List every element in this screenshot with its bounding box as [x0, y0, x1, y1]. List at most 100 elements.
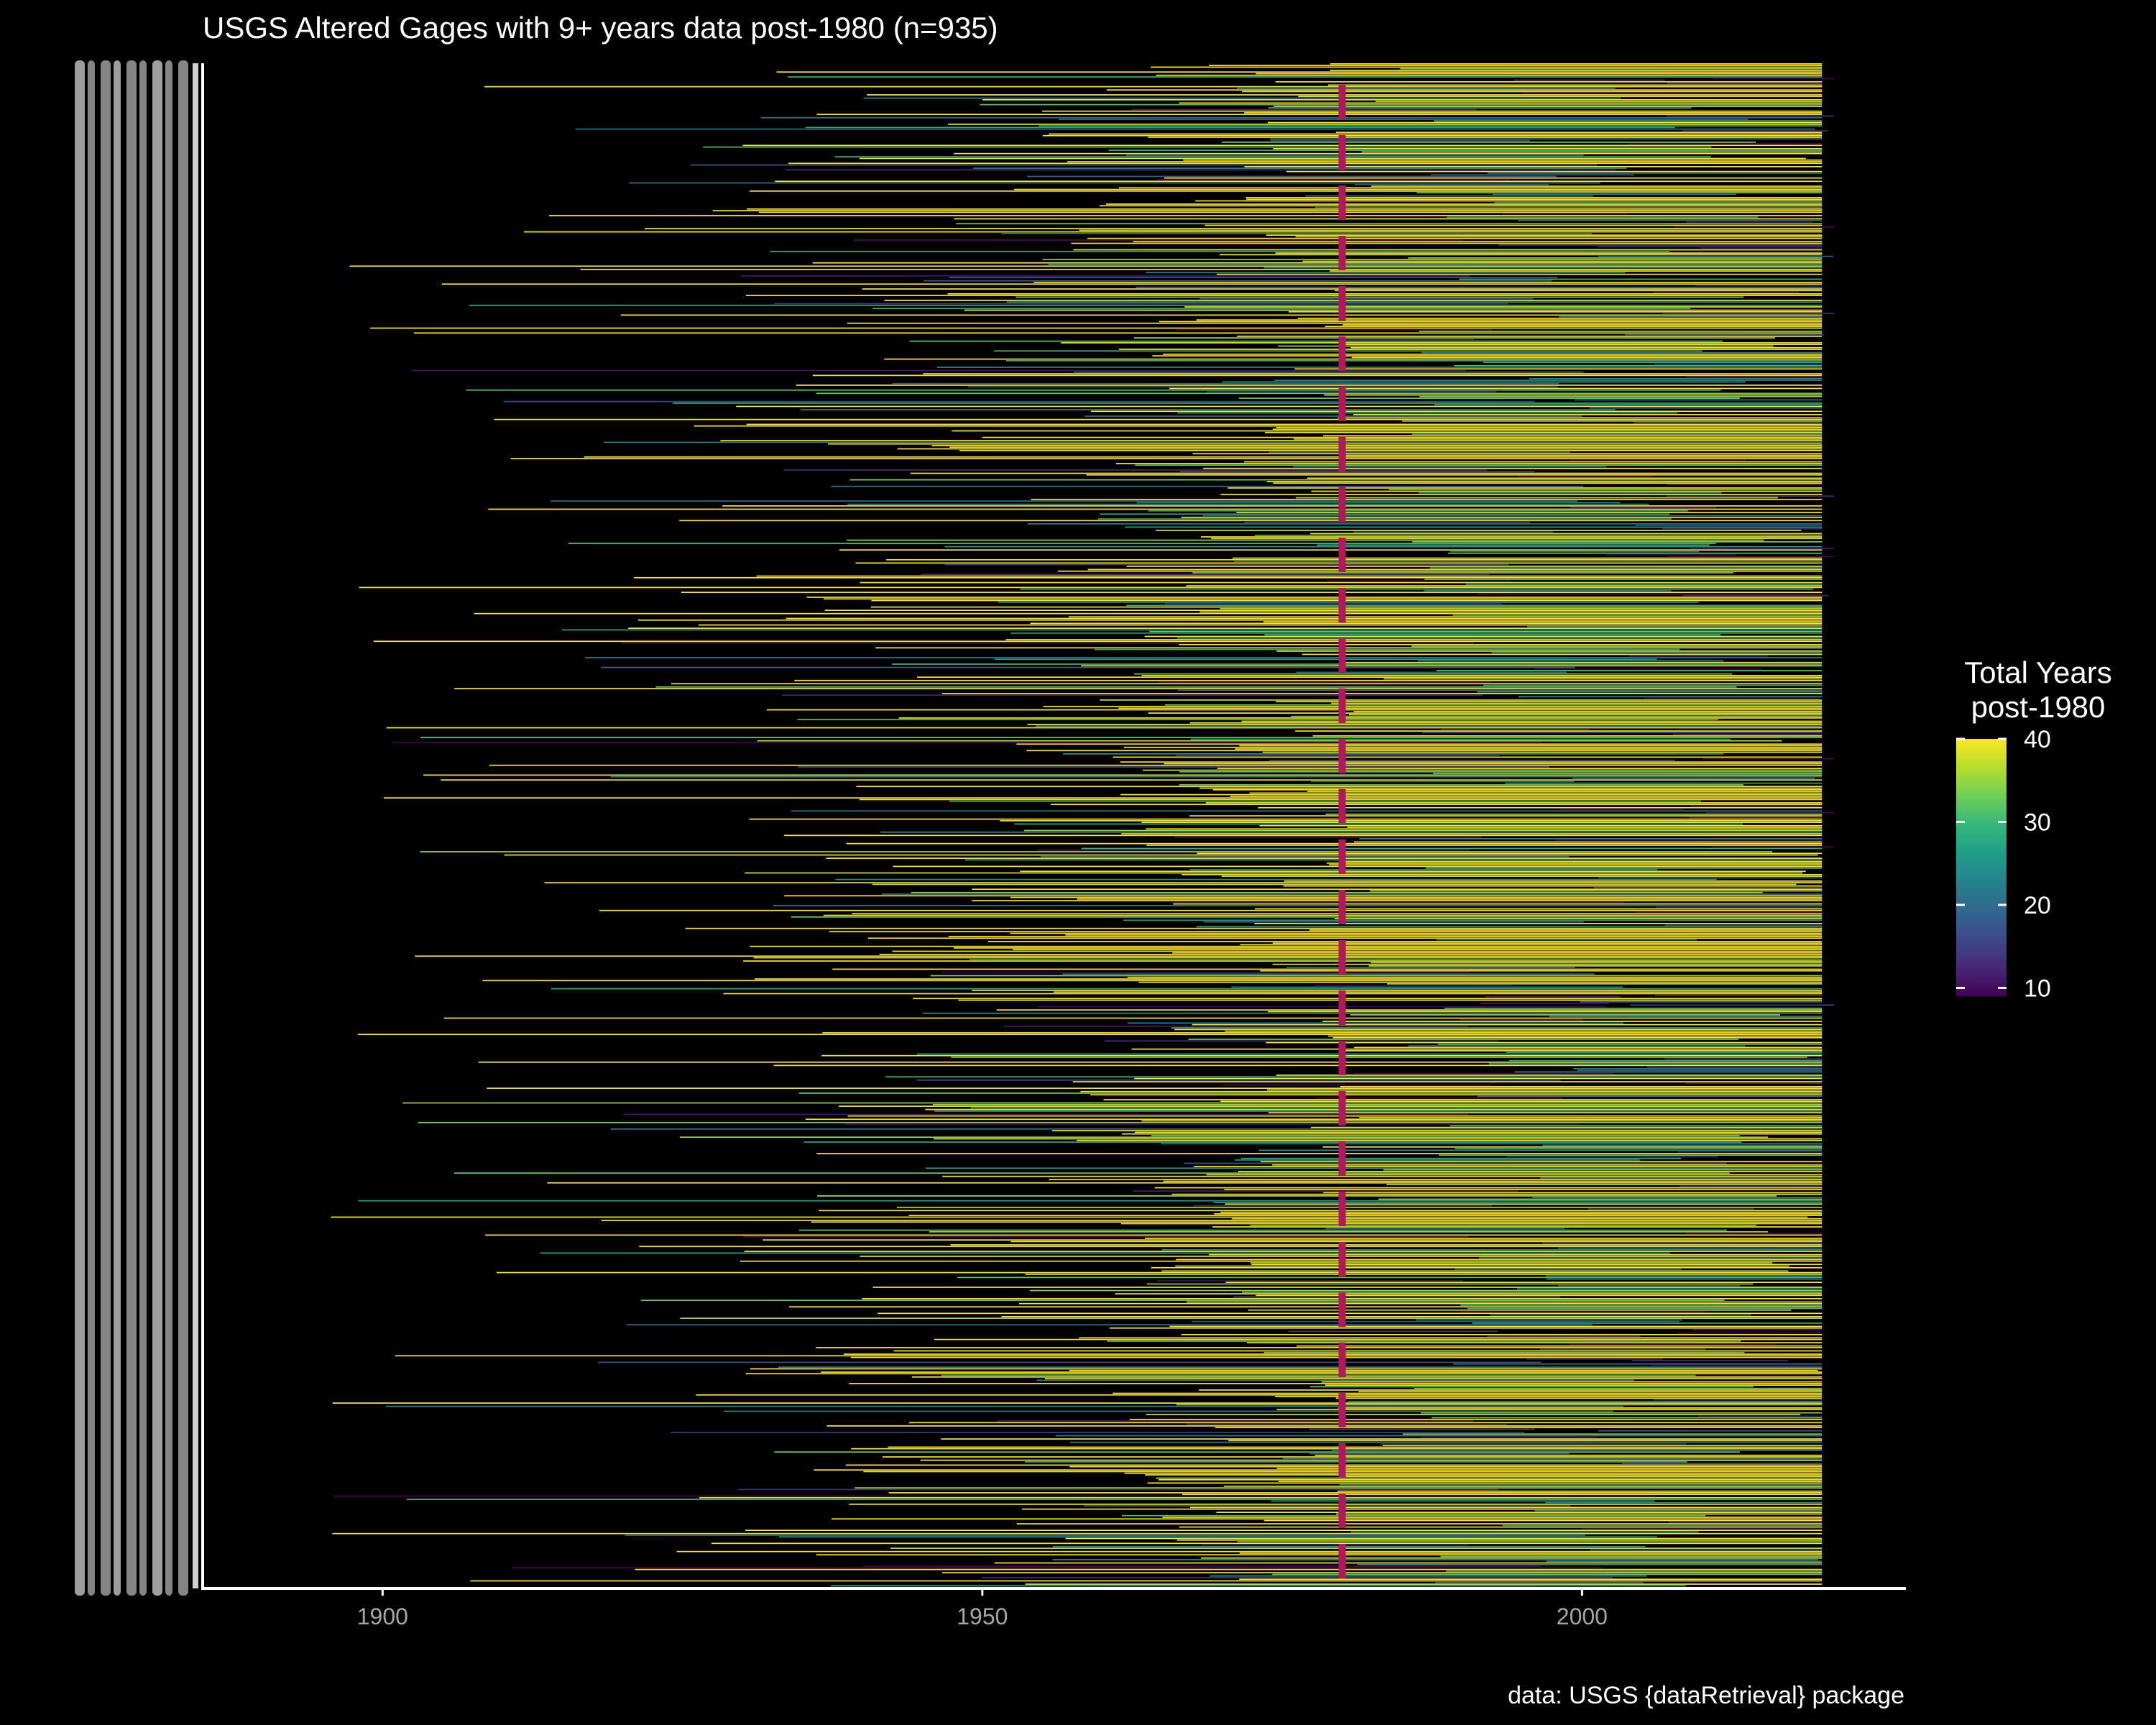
- gage-segment: [1498, 244, 1823, 246]
- gage-segment: [1238, 1541, 1823, 1542]
- gage-segment: [1347, 827, 1823, 828]
- gage-segment: [1417, 660, 1724, 662]
- gage-segment: [1272, 1164, 1823, 1166]
- gage-segment: [1037, 849, 1470, 851]
- gage-segment: [1222, 381, 1746, 383]
- gage-segment: [1181, 873, 1823, 875]
- gage-segment: [1267, 121, 1823, 124]
- gage-segment: [1036, 725, 1823, 727]
- gage-segment: [332, 1402, 1823, 1404]
- gage-segment: [504, 854, 1818, 856]
- gage-segment: [568, 543, 1716, 544]
- gage-segment: [862, 1565, 1541, 1567]
- gage-segment: [1041, 855, 1570, 857]
- gage-segment: [1490, 1314, 1751, 1316]
- gage-segment: [774, 1451, 1740, 1453]
- gage-segment: [1460, 1018, 1583, 1021]
- gage-segment: [1125, 526, 1823, 528]
- gage-segment: [1337, 1490, 1823, 1492]
- gage-segment: [1195, 200, 1823, 202]
- gage-segment: [956, 223, 1823, 225]
- gage-segment: [497, 1271, 1823, 1274]
- gage-segment: [1677, 1332, 1823, 1334]
- gage-segment: [1523, 92, 1823, 94]
- gage-segment: [1045, 1378, 1823, 1379]
- gage-segment: [1176, 1404, 1823, 1406]
- gage-segment: [1049, 133, 1823, 135]
- gage-segment: [1192, 1024, 1823, 1026]
- gage-segment: [1307, 791, 1823, 792]
- gage-segment: [854, 1487, 1823, 1489]
- gage-segment: [1239, 745, 1823, 747]
- gage-segment: [1027, 175, 1557, 178]
- gage-segment: [824, 610, 1823, 611]
- gage-segment: [1176, 1259, 1823, 1261]
- gage-segment: [1598, 255, 1833, 257]
- gage-segment: [1199, 298, 1534, 300]
- gage-segment: [988, 941, 1823, 942]
- gage-segment: [469, 304, 1823, 306]
- gage-segment: [1685, 1233, 1823, 1234]
- gage-segment: [1345, 344, 1823, 346]
- gage-segment: [1459, 278, 1823, 280]
- gage-segment: [1357, 1563, 1823, 1565]
- gage-segment: [1241, 1157, 1682, 1159]
- gage-segment: [760, 116, 1823, 119]
- gage-segment: [791, 916, 1823, 918]
- gage-segment: [835, 878, 1717, 880]
- gage-segment: [1013, 949, 1823, 951]
- gage-segment: [1260, 970, 1823, 972]
- gage-segment: [623, 1113, 1468, 1116]
- gage-segment: [1043, 259, 1823, 261]
- gage-segment: [755, 978, 1823, 980]
- gage-segment: [1572, 778, 1815, 779]
- gage-segment: [1038, 125, 1823, 126]
- gage-segment: [1655, 906, 1823, 908]
- gage-segment: [909, 1422, 1823, 1424]
- gage-segment: [1049, 1179, 1823, 1181]
- gage-segment: [1052, 1130, 1823, 1131]
- gage-segment: [1171, 901, 1625, 903]
- gage-segment: [949, 277, 1557, 279]
- gage-segment: [1331, 702, 1823, 704]
- gage-segment: [1204, 224, 1823, 226]
- gage-segment: [1179, 784, 1743, 786]
- gage-segment: [1107, 1340, 1741, 1342]
- gage-segment: [1097, 518, 1672, 520]
- gage-segment: [1529, 378, 1823, 380]
- gage-segment: [1086, 474, 1823, 476]
- gage-segment: [485, 1234, 1823, 1236]
- gage-segment: [1539, 1348, 1706, 1351]
- gage-segment: [847, 539, 1764, 541]
- gage-segment: [510, 458, 1823, 459]
- gage-segment: [1063, 753, 1724, 755]
- gage-segment: [1341, 1476, 1823, 1478]
- gage-segment: [947, 293, 1823, 295]
- gage-segment: [1577, 1070, 1823, 1071]
- gage-segment: [1232, 1218, 1823, 1220]
- gage-segment: [849, 1503, 1823, 1505]
- gage-segment: [996, 1009, 1823, 1011]
- gage-segment: [1286, 967, 1575, 969]
- gage-segment: [1164, 177, 1823, 179]
- x-tick-label-1900: 1900: [357, 1604, 408, 1629]
- gage-segment: [1115, 1293, 1823, 1294]
- gage-segment: [1269, 760, 1675, 761]
- gage-segment: [1149, 630, 1823, 632]
- gage-segment: [349, 265, 1823, 267]
- y-axis-label-stroke: [178, 60, 188, 1596]
- gage-segment: [1001, 233, 1592, 234]
- gage-segment: [1048, 264, 1823, 265]
- gage-segment: [1314, 985, 1513, 986]
- gage-segment: [997, 1420, 1473, 1422]
- gage-segment: [1271, 139, 1530, 142]
- gage-segment: [1327, 84, 1823, 86]
- gage-segment: [934, 1338, 1823, 1340]
- gage-segment: [1282, 1458, 1823, 1460]
- gage-segment: [758, 211, 1823, 213]
- gage-segment: [1517, 219, 1823, 221]
- gage-segment: [1179, 102, 1823, 104]
- gage-segment: [853, 239, 1463, 241]
- gage-segment: [1005, 639, 1823, 640]
- gage-segment: [925, 1108, 1823, 1110]
